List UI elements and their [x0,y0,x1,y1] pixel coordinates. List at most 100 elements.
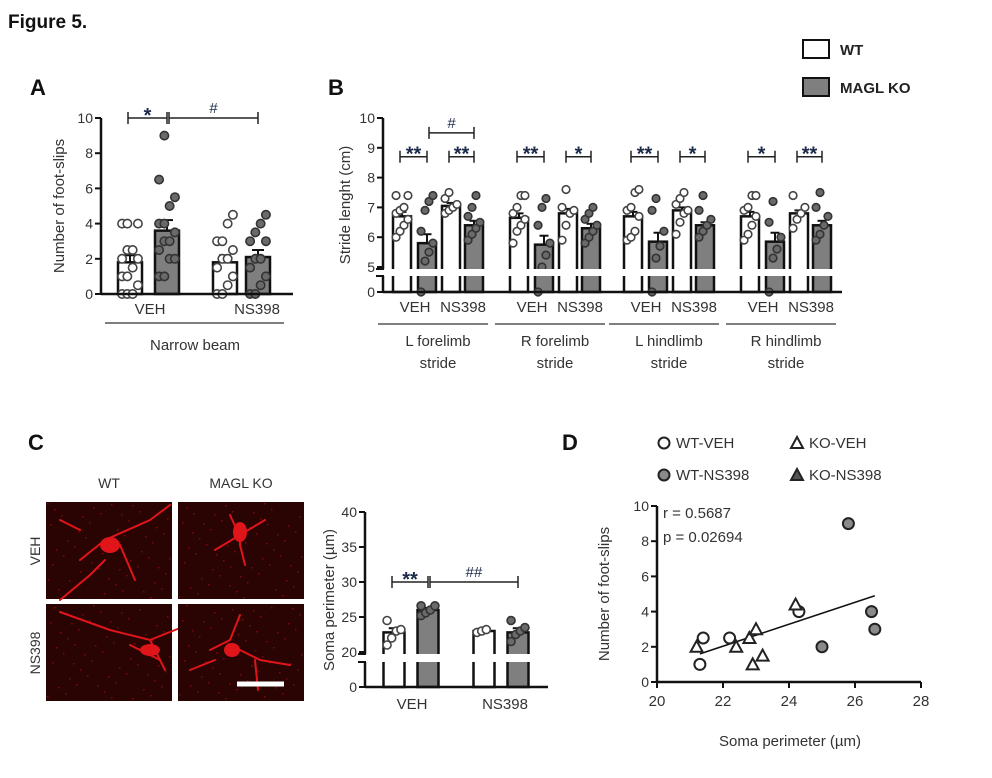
image-speckle [169,656,171,658]
image-speckle [301,556,303,558]
data-point [768,196,778,207]
data-point [260,236,271,247]
image-col-ko: MAGL KO [209,475,272,491]
image-speckle [186,605,188,607]
image-speckle [201,676,203,678]
x-tick-label: 28 [913,693,930,710]
data-point [506,615,516,626]
image-speckle [275,687,277,689]
data-point [698,190,708,201]
image-speckle [264,696,266,698]
data-point [127,262,138,273]
data-point [382,615,392,626]
legend-marker-ko-ns398 [789,466,805,481]
data-point [403,190,413,201]
image-speckle [229,683,231,685]
significance-label: * [758,144,766,166]
image-speckle [247,680,249,682]
image-speckle [193,513,195,515]
data-point [630,226,640,236]
image-speckle [288,623,290,625]
x-tick-label: 24 [781,693,798,710]
data-point [255,218,266,229]
image-speckle [227,643,229,645]
image-speckle [258,671,260,673]
image-speckle [197,691,199,693]
image-speckle [117,627,119,629]
image-speckle [56,549,58,551]
image-speckle [203,621,205,623]
image-speckle [179,596,181,598]
image-speckle [78,531,80,533]
image-speckle [104,691,106,693]
data-point [169,253,180,264]
image-speckle [297,669,299,671]
image-speckle [91,562,93,564]
data-point [132,218,143,229]
data-point [255,253,266,264]
x-tick-label: 26 [847,693,864,710]
y-tick-label: 2 [641,639,649,655]
x-tick-label: NS398 [440,299,486,316]
y-tick-label: 8 [641,533,649,549]
image-speckle [216,554,218,556]
y-tick-label: 10 [359,110,375,126]
image-speckle [197,593,199,595]
image-speckle [184,660,186,662]
image-speckle [52,662,54,664]
data-point [475,217,485,227]
image-speckle [98,568,100,570]
image-speckle [141,551,143,553]
data-point [169,227,180,238]
image-speckle [192,630,194,632]
correlation-stat: p = 0.02694 [663,529,743,546]
image-row-ns398: NS398 [27,631,43,674]
neuron-soma [224,643,240,657]
image-speckle [147,674,149,676]
data-point [823,211,833,221]
image-speckle [201,578,203,580]
data-point [250,227,261,238]
image-speckle [195,553,197,555]
data-point [683,205,693,215]
image-speckle [150,597,152,599]
image-speckle [225,698,227,700]
image-speckle [134,643,136,645]
data-point [557,202,567,212]
image-speckle [161,588,163,590]
image-speckle [126,575,128,577]
data-point [800,202,810,212]
image-speckle [221,520,223,522]
image-speckle [223,658,225,660]
image-speckle [97,685,99,687]
y-tick-label: 20 [341,644,357,660]
neuron-process [214,514,266,566]
data-point [561,184,571,195]
image-speckle [190,685,192,687]
image-speckle [225,505,227,507]
data-point [444,187,454,198]
image-speckle [212,667,214,669]
data-point [588,202,598,212]
regression-line [699,595,876,655]
image-speckle [206,544,208,546]
image-speckle [122,590,124,592]
y-tick-label: 0 [85,286,93,302]
y-tick-label: 5 [367,259,375,275]
image-speckle [108,578,110,580]
y-tick-label: 4 [85,216,93,232]
image-speckle [218,692,220,694]
scatter-point-wt-veh [696,631,710,645]
y-tick-label: 6 [367,229,375,245]
data-point [751,211,761,221]
image-speckle [145,536,147,538]
x-tick-label: NS398 [788,299,834,316]
image-speckle [152,640,154,642]
image-speckle [234,551,236,553]
image-speckle [163,533,165,535]
image-speckle [108,676,110,678]
y-tick-label: 10 [77,110,93,126]
data-point [159,130,170,141]
data-point [655,241,665,251]
image-speckle [154,680,156,682]
